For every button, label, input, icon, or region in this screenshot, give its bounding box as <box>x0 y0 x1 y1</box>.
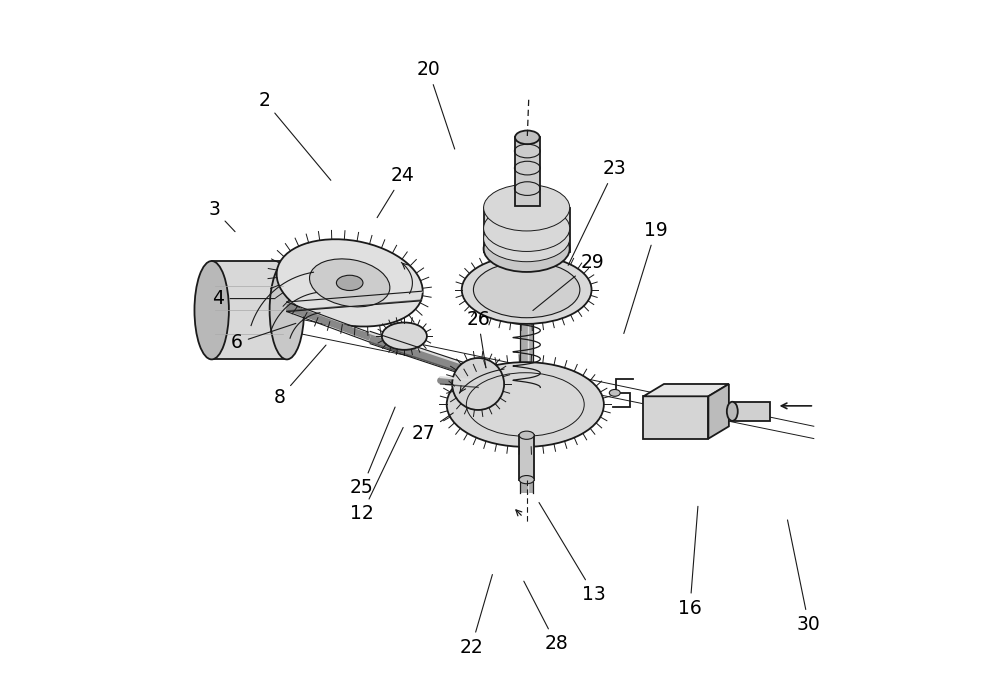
Text: 26: 26 <box>466 309 490 368</box>
Text: 30: 30 <box>788 520 821 634</box>
Text: 27: 27 <box>412 413 453 442</box>
Polygon shape <box>520 179 533 493</box>
Text: 25: 25 <box>350 407 395 497</box>
Text: 29: 29 <box>533 253 604 311</box>
Ellipse shape <box>277 239 423 327</box>
Ellipse shape <box>484 226 570 272</box>
Polygon shape <box>515 137 540 206</box>
Ellipse shape <box>462 256 592 324</box>
Text: 23: 23 <box>568 159 627 265</box>
Text: 28: 28 <box>524 581 568 653</box>
Ellipse shape <box>519 431 534 439</box>
Polygon shape <box>643 397 708 438</box>
Ellipse shape <box>727 402 738 421</box>
Text: 19: 19 <box>624 221 668 333</box>
Text: 22: 22 <box>459 575 492 657</box>
Text: 16: 16 <box>678 506 702 617</box>
Text: 6: 6 <box>231 323 296 353</box>
Polygon shape <box>212 261 287 359</box>
Ellipse shape <box>447 362 604 447</box>
Ellipse shape <box>519 475 534 484</box>
Text: 20: 20 <box>416 60 455 149</box>
Polygon shape <box>732 402 770 421</box>
Text: 8: 8 <box>274 345 326 407</box>
Ellipse shape <box>515 130 540 144</box>
Polygon shape <box>708 384 729 438</box>
Ellipse shape <box>382 322 427 350</box>
Text: 13: 13 <box>539 503 606 604</box>
Ellipse shape <box>194 261 229 359</box>
Polygon shape <box>484 208 570 252</box>
Text: 3: 3 <box>208 200 235 232</box>
Polygon shape <box>643 384 729 397</box>
Ellipse shape <box>484 215 570 261</box>
Ellipse shape <box>609 390 620 397</box>
Text: 12: 12 <box>350 427 403 523</box>
Ellipse shape <box>484 205 570 252</box>
Text: 4: 4 <box>213 289 275 308</box>
Ellipse shape <box>270 261 304 359</box>
Ellipse shape <box>484 185 570 231</box>
Polygon shape <box>519 435 534 480</box>
Text: 24: 24 <box>377 166 415 217</box>
Ellipse shape <box>336 275 363 290</box>
Ellipse shape <box>473 261 580 318</box>
Ellipse shape <box>310 259 390 307</box>
Ellipse shape <box>452 358 504 410</box>
Text: 2: 2 <box>258 91 331 180</box>
